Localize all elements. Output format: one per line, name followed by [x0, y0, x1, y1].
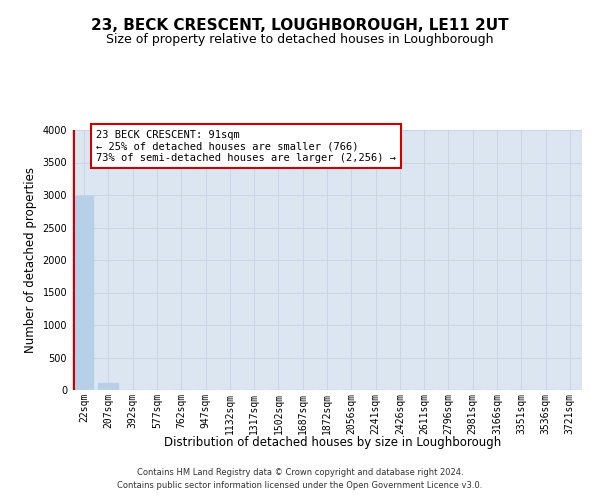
Text: 23, BECK CRESCENT, LOUGHBOROUGH, LE11 2UT: 23, BECK CRESCENT, LOUGHBOROUGH, LE11 2U…	[91, 18, 509, 32]
Text: Distribution of detached houses by size in Loughborough: Distribution of detached houses by size …	[164, 436, 502, 449]
Text: Size of property relative to detached houses in Loughborough: Size of property relative to detached ho…	[106, 32, 494, 46]
Text: Contains public sector information licensed under the Open Government Licence v3: Contains public sector information licen…	[118, 480, 482, 490]
Text: Contains HM Land Registry data © Crown copyright and database right 2024.: Contains HM Land Registry data © Crown c…	[137, 468, 463, 477]
Text: 23 BECK CRESCENT: 91sqm
← 25% of detached houses are smaller (766)
73% of semi-d: 23 BECK CRESCENT: 91sqm ← 25% of detache…	[96, 130, 396, 163]
Bar	[98, 382, 119, 390]
Y-axis label: Number of detached properties: Number of detached properties	[24, 167, 37, 353]
Bar	[74, 196, 94, 390]
